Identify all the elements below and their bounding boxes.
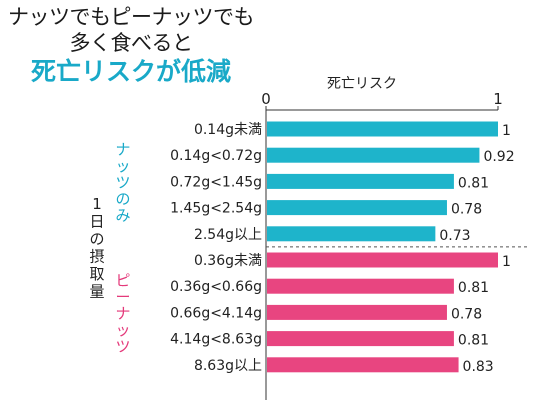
category-label: 0.36g未満 bbox=[194, 253, 262, 269]
category-label: 0.72g<1.45g bbox=[170, 174, 262, 190]
x-tick-label: 0 bbox=[261, 90, 271, 108]
category-label: 8.63g以上 bbox=[194, 358, 262, 374]
category-label: 2.54g以上 bbox=[194, 227, 262, 243]
data-label: 0.81 bbox=[458, 280, 489, 296]
data-label: 0.81 bbox=[458, 333, 489, 349]
bar bbox=[267, 252, 498, 268]
bar bbox=[267, 147, 480, 163]
group-label: ナッツのみ bbox=[115, 140, 130, 224]
bar bbox=[267, 173, 454, 189]
bar bbox=[267, 121, 498, 137]
data-label: 0.73 bbox=[439, 228, 470, 244]
category-label: 0.14g<0.72g bbox=[170, 148, 262, 164]
bar bbox=[267, 304, 447, 320]
category-label: 0.36g<0.66g bbox=[170, 279, 262, 295]
chart-title: ナッツでもピーナッツでも 多く食べると 死亡リスクが低減 bbox=[6, 4, 256, 88]
category-label: 4.14g<8.63g bbox=[170, 332, 262, 348]
title-line-1: ナッツでもピーナッツでも bbox=[8, 5, 255, 29]
bar bbox=[267, 331, 454, 347]
data-label: 1 bbox=[502, 254, 511, 270]
x-axis-label: 死亡リスク bbox=[327, 76, 397, 92]
data-label: 0.78 bbox=[451, 306, 482, 322]
category-label: 0.14g未満 bbox=[194, 122, 262, 138]
category-label: 0.66g<4.14g bbox=[170, 305, 262, 321]
data-label: 0.81 bbox=[458, 175, 489, 191]
x-tick-label: 1 bbox=[493, 90, 503, 108]
bar bbox=[267, 226, 436, 242]
data-label: 1 bbox=[502, 123, 511, 139]
data-label: 0.83 bbox=[463, 359, 494, 375]
bar bbox=[267, 200, 447, 216]
title-line-3: 死亡リスクが低減 bbox=[30, 57, 231, 86]
y-axis-label: 1 日の摂取量 bbox=[89, 195, 104, 301]
data-label: 0.78 bbox=[451, 202, 482, 218]
data-label: 0.92 bbox=[483, 149, 514, 165]
category-label: 1.45g<2.54g bbox=[170, 201, 262, 217]
group-label: ピーナッツ bbox=[115, 271, 130, 355]
bar bbox=[267, 278, 454, 294]
bar bbox=[267, 357, 459, 373]
title-line-2: 多く食べると bbox=[69, 31, 194, 55]
